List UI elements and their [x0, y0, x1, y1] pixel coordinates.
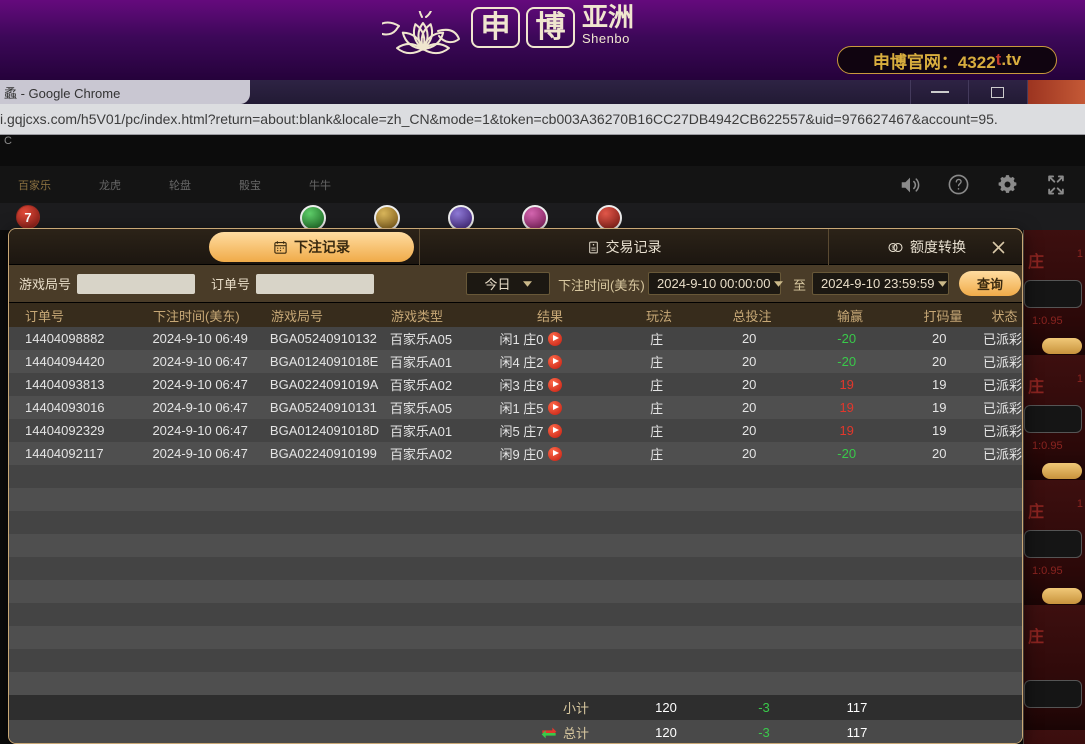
- svg-text:$: $: [892, 245, 895, 251]
